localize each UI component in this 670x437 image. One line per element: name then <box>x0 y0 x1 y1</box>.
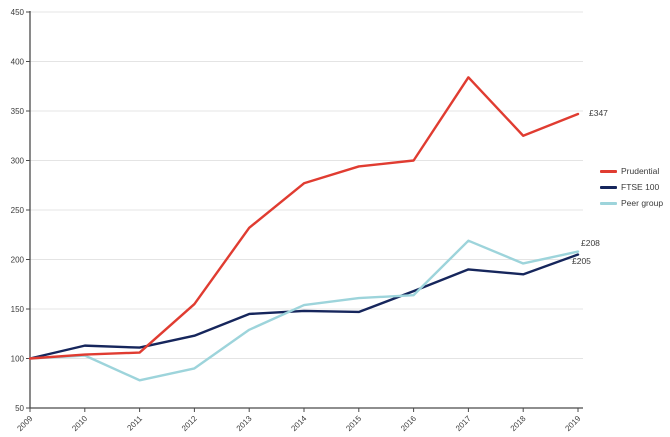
x-axis-label: 2017 <box>454 414 473 433</box>
x-axis-label: 2013 <box>235 414 254 433</box>
x-axis-label: 2010 <box>70 414 89 433</box>
y-axis-label: 100 <box>11 355 25 364</box>
y-axis-label: 50 <box>15 404 24 413</box>
y-axis-label: 150 <box>11 305 25 314</box>
series-line-ftse-100 <box>28 253 580 360</box>
data-label-ftse-100: £205 <box>572 256 591 266</box>
legend-label: Prudential <box>621 166 660 176</box>
y-axis-label: 200 <box>11 256 25 265</box>
axis-lines <box>29 11 583 409</box>
legend-label: Peer group <box>621 198 664 208</box>
ftse-100-line-swatch-icon <box>600 185 617 189</box>
x-axis-label: 2011 <box>125 414 144 433</box>
x-axis-label: 2018 <box>509 414 528 433</box>
chart-legend: Prudential FTSE 100 Peer group <box>600 166 663 214</box>
x-axis-label: 2014 <box>289 414 308 433</box>
prudential-line-swatch-icon <box>600 169 617 173</box>
data-label-peer-group: £208 <box>581 238 600 248</box>
y-axis-label: 450 <box>11 8 25 17</box>
x-axis-label: 2016 <box>399 414 418 433</box>
x-axis-label: 2019 <box>563 414 582 433</box>
x-axis-label: 2015 <box>344 414 363 433</box>
y-axis-label: 400 <box>11 58 25 67</box>
x-axis-label: 2012 <box>180 414 199 433</box>
series-line-prudential <box>28 76 580 360</box>
y-axis-label: 350 <box>11 107 25 116</box>
data-label-prudential: £347 <box>589 108 608 118</box>
legend-label: FTSE 100 <box>621 182 660 192</box>
series-line-peer-group <box>28 239 580 382</box>
y-axis-label: 300 <box>11 157 25 166</box>
x-axis-label: 2009 <box>15 414 34 433</box>
peer-group-line-swatch-icon <box>600 201 617 205</box>
y-axis-label: 250 <box>11 206 25 215</box>
legend-item-prudential: Prudential <box>600 166 663 176</box>
legend-item-peer-group: Peer group <box>600 198 663 208</box>
legend-item-ftse-100: FTSE 100 <box>600 182 663 192</box>
